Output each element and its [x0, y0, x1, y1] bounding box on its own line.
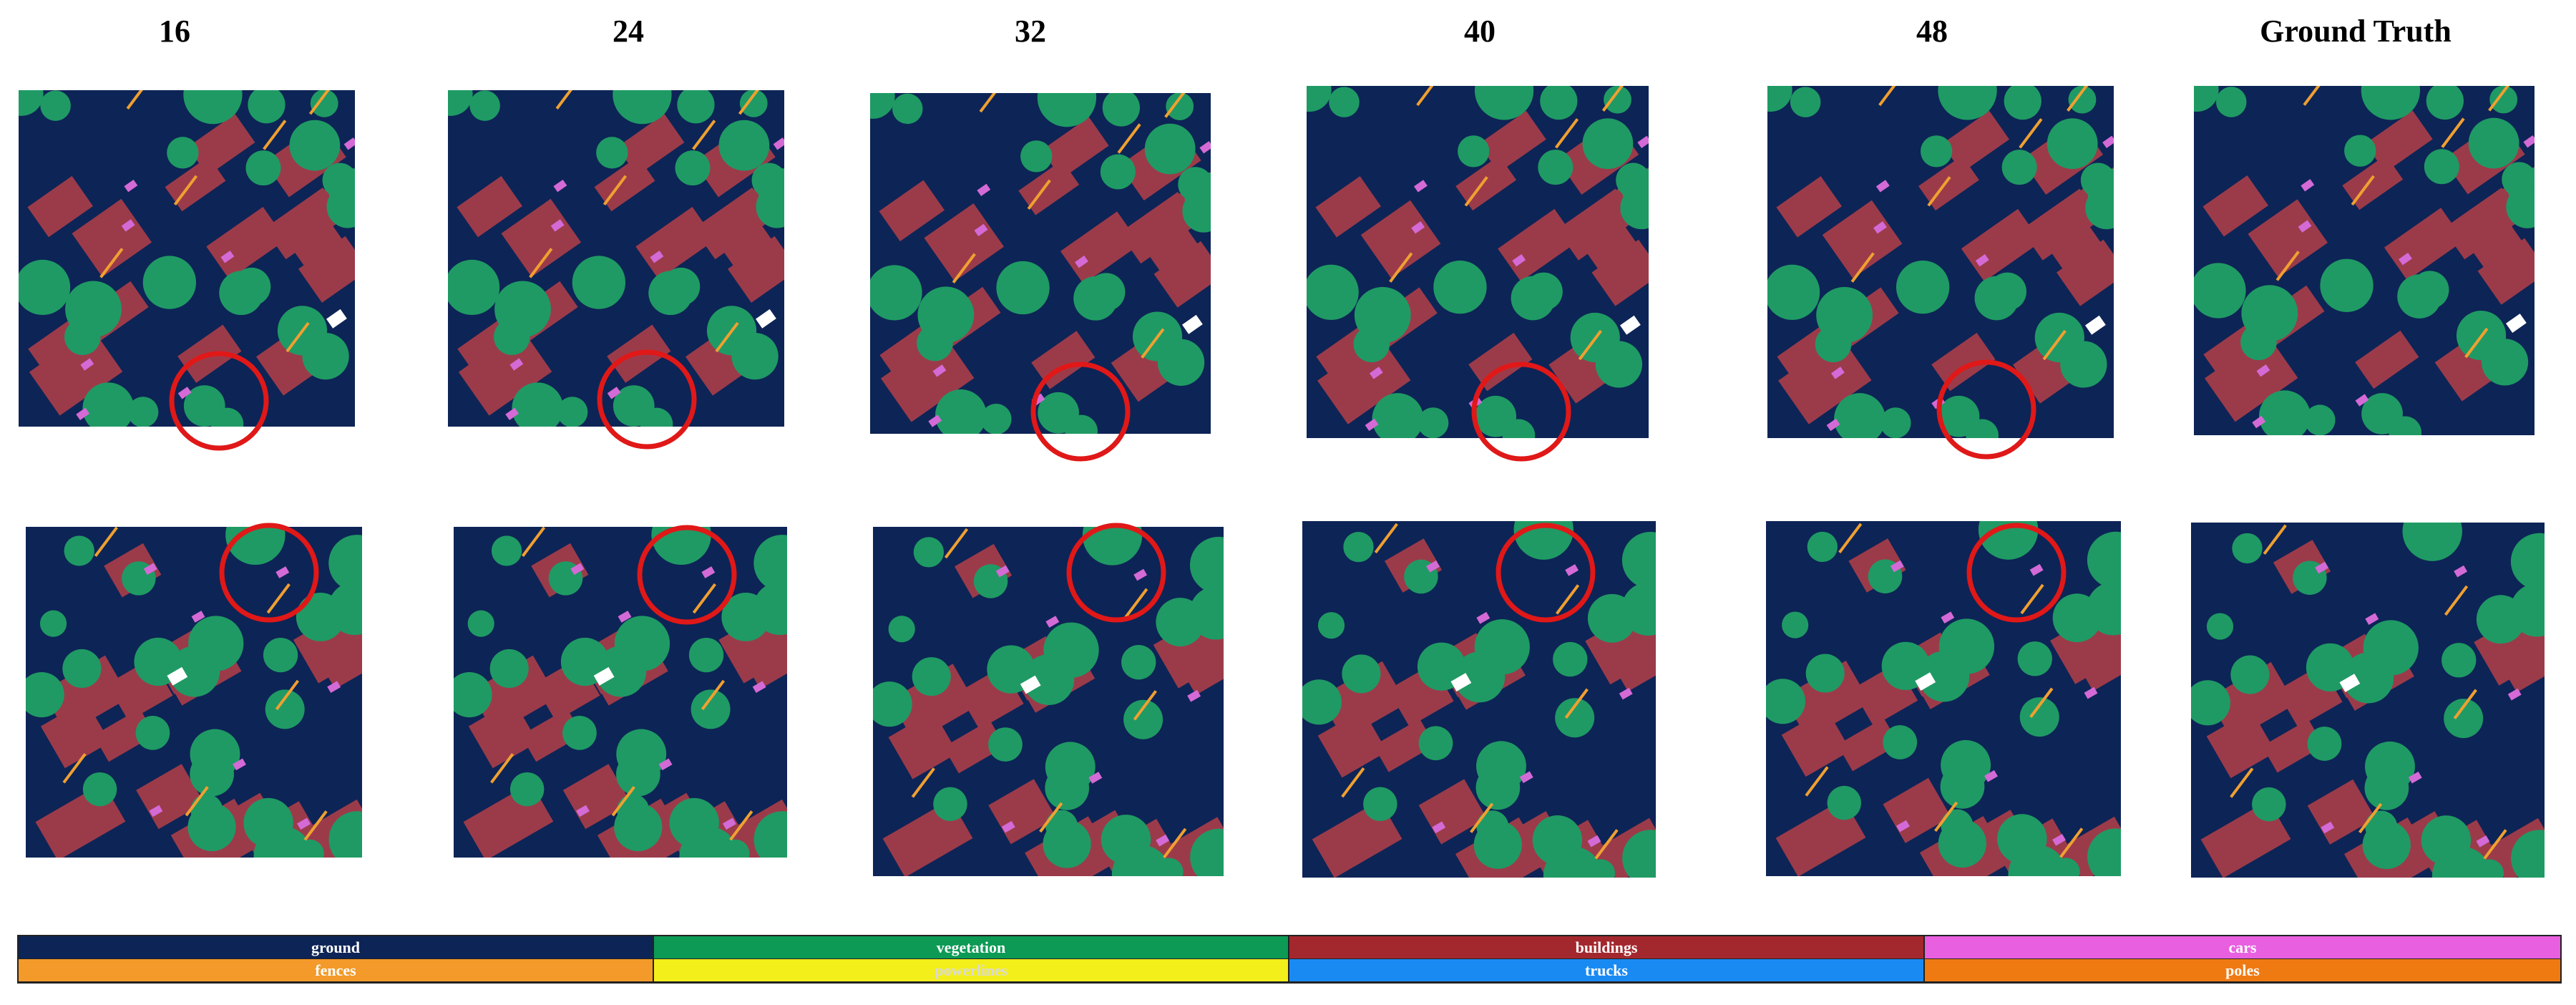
column-title-40: 40	[1464, 14, 1496, 49]
segmentation-panel	[454, 527, 787, 858]
column-title-ground-truth: Ground Truth	[2260, 14, 2451, 49]
legend-vegetation: vegetation	[654, 936, 1289, 959]
segmentation-panel	[1767, 86, 2114, 438]
segmentation-panel	[873, 527, 1224, 876]
column-title-48: 48	[1916, 14, 1948, 49]
highlight-circle	[1471, 361, 1571, 462]
segmentation-panel	[870, 93, 1211, 434]
legend-trucks: trucks	[1289, 959, 1925, 982]
segmentation-panel	[1766, 521, 2121, 876]
segmentation-panel	[2191, 523, 2545, 878]
highlight-circle	[597, 349, 697, 450]
legend-poles: poles	[1925, 959, 2560, 982]
legend-powerlines: powerlines	[654, 959, 1289, 982]
highlight-circle	[169, 351, 269, 451]
highlight-circle	[1496, 523, 1596, 623]
segmentation-panel	[2194, 86, 2534, 435]
highlight-circle	[1066, 523, 1166, 623]
segmentation-panel	[448, 90, 784, 427]
class-legend: ground vegetation buildings cars fences …	[17, 935, 2562, 984]
highlight-circle	[1030, 361, 1131, 462]
highlight-circle	[1966, 523, 2067, 623]
segmentation-panel	[1307, 86, 1649, 438]
legend-fences: fences	[19, 959, 654, 982]
column-title-16: 16	[159, 14, 190, 49]
segmentation-panel	[26, 527, 362, 858]
legend-cars: cars	[1925, 936, 2560, 959]
highlight-circle	[219, 523, 319, 623]
segmentation-panel	[19, 90, 355, 427]
column-title-24: 24	[613, 14, 644, 49]
column-title-32: 32	[1015, 14, 1046, 49]
legend-ground: ground	[19, 936, 654, 959]
highlight-circle	[1936, 359, 2036, 460]
highlight-circle	[637, 525, 737, 625]
legend-buildings: buildings	[1289, 936, 1925, 959]
segmentation-panel	[1302, 521, 1656, 878]
